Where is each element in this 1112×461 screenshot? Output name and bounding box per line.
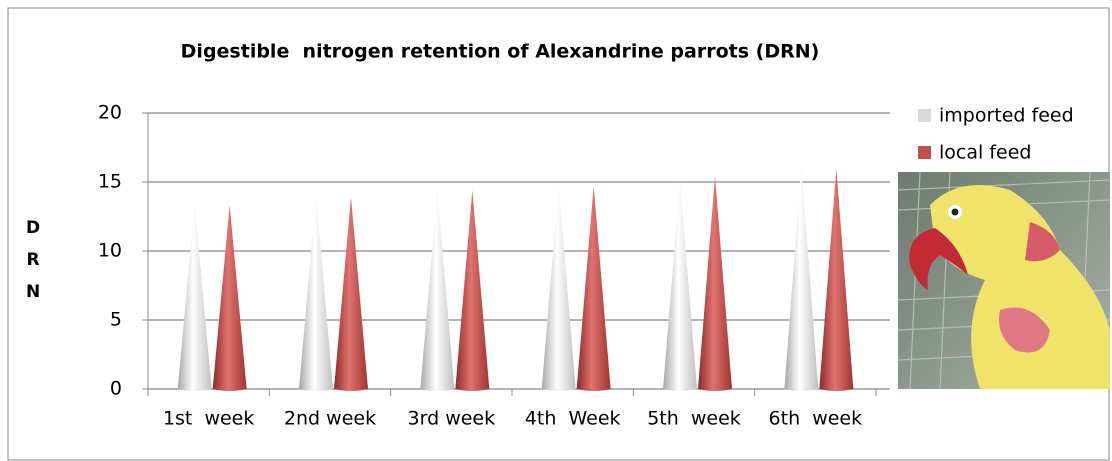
legend-swatch [918,146,931,159]
y-tick-label: 0 [110,378,122,400]
legend-swatch [918,109,931,122]
cone [213,205,247,391]
cone [420,189,454,391]
cone [698,176,732,391]
x-tick-label: 4th Week [525,408,621,430]
y-axis-label: DRN [26,212,40,308]
cone [784,167,818,391]
legend-label: imported feed [939,105,1074,127]
chart-title: Digestible nitrogen retention of Alexand… [181,41,820,63]
x-tick-label: 2nd week [284,408,376,430]
page: Digestible nitrogen retention of Alexand… [0,0,1112,461]
cone [577,186,611,391]
cone [178,205,212,391]
x-tick-label: 6th week [769,408,863,430]
y-tick-label: 15 [98,171,122,193]
chart: Digestible nitrogen retention of Alexand… [0,0,1112,461]
cone [334,197,368,391]
x-tick-label: 3rd week [408,408,496,430]
cone [542,185,576,391]
cone [819,168,853,391]
y-tick-label: 10 [98,240,122,262]
x-tick-label: 1st week [163,408,254,430]
cone [299,196,333,391]
x-tick-label: 5th week [647,408,741,430]
y-tick-label: 5 [110,309,122,331]
legend-label: local feed [939,142,1031,164]
parrot-photo [898,172,1110,389]
cone [455,190,489,391]
y-tick-label: 20 [98,102,122,124]
cone [663,181,697,391]
